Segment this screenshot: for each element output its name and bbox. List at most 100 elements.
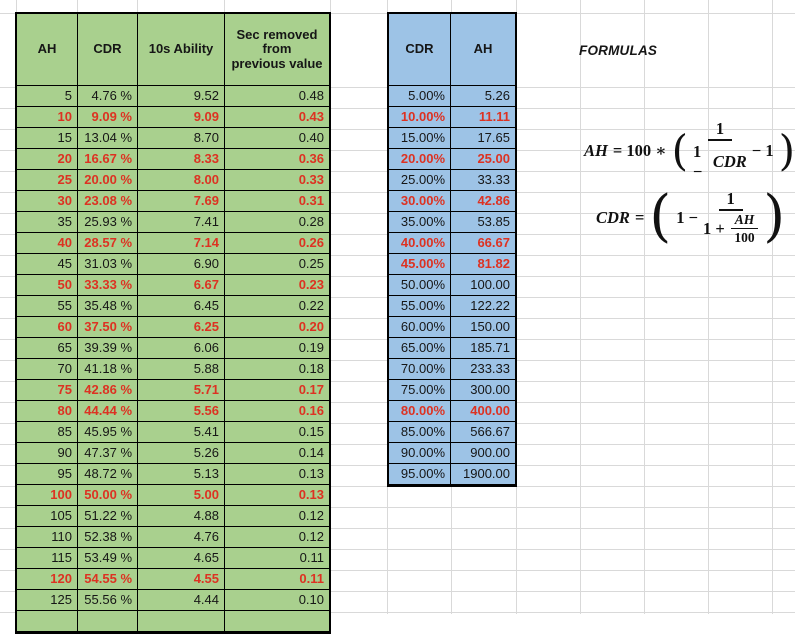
cell-ah[interactable]: 45 xyxy=(17,254,78,275)
cell-ah[interactable]: 233.33 xyxy=(451,359,515,380)
cell-cdr[interactable]: 52.38 % xyxy=(78,527,138,548)
cell-ability[interactable]: 4.65 xyxy=(138,548,225,569)
cell-ah[interactable]: 566.67 xyxy=(451,422,515,443)
cell-cdr[interactable]: 53.49 % xyxy=(78,548,138,569)
cell-ah[interactable]: 122.22 xyxy=(451,296,515,317)
cell-ability[interactable]: 5.41 xyxy=(138,422,225,443)
cell-ability[interactable]: 4.88 xyxy=(138,506,225,527)
cell-ah[interactable]: 75 xyxy=(17,380,78,401)
cell-sec-removed[interactable]: 0.40 xyxy=(225,128,329,149)
cell-ah[interactable]: 400.00 xyxy=(451,401,515,422)
cell-ability[interactable]: 4.55 xyxy=(138,569,225,590)
cell-cdr[interactable]: 35.00% xyxy=(389,212,451,233)
cell-ah[interactable]: 53.85 xyxy=(451,212,515,233)
cell-ah[interactable]: 150.00 xyxy=(451,317,515,338)
cell-cdr[interactable]: 40.00% xyxy=(389,233,451,254)
cell-empty[interactable] xyxy=(138,611,225,632)
cell-ah[interactable]: 185.71 xyxy=(451,338,515,359)
cell-ability[interactable]: 5.56 xyxy=(138,401,225,422)
cell-sec-removed[interactable]: 0.26 xyxy=(225,233,329,254)
cell-cdr[interactable]: 85.00% xyxy=(389,422,451,443)
cell-sec-removed[interactable]: 0.11 xyxy=(225,548,329,569)
cell-ah[interactable]: 15 xyxy=(17,128,78,149)
cell-ah[interactable]: 80 xyxy=(17,401,78,422)
cell-ability[interactable]: 4.76 xyxy=(138,527,225,548)
cell-ability[interactable]: 6.67 xyxy=(138,275,225,296)
cell-ability[interactable]: 8.33 xyxy=(138,149,225,170)
cell-empty[interactable] xyxy=(78,611,138,632)
header-cdr[interactable]: CDR xyxy=(78,14,138,86)
cell-ah[interactable]: 125 xyxy=(17,590,78,611)
cell-ability[interactable]: 7.69 xyxy=(138,191,225,212)
cell-sec-removed[interactable]: 0.22 xyxy=(225,296,329,317)
cell-sec-removed[interactable]: 0.10 xyxy=(225,590,329,611)
cell-ah[interactable]: 70 xyxy=(17,359,78,380)
cell-cdr[interactable]: 51.22 % xyxy=(78,506,138,527)
header-cdr[interactable]: CDR xyxy=(389,14,451,86)
cell-ability[interactable]: 9.09 xyxy=(138,107,225,128)
cell-cdr[interactable]: 31.03 % xyxy=(78,254,138,275)
cell-ah[interactable]: 10 xyxy=(17,107,78,128)
cell-ah[interactable]: 5 xyxy=(17,86,78,107)
cell-sec-removed[interactable]: 0.12 xyxy=(225,506,329,527)
cell-ah[interactable]: 1900.00 xyxy=(451,464,515,485)
cell-ah[interactable]: 85 xyxy=(17,422,78,443)
cell-cdr[interactable]: 23.08 % xyxy=(78,191,138,212)
cell-cdr[interactable]: 80.00% xyxy=(389,401,451,422)
header-ah[interactable]: AH xyxy=(451,14,515,86)
cell-sec-removed[interactable]: 0.13 xyxy=(225,464,329,485)
cell-empty[interactable] xyxy=(225,611,329,632)
cell-cdr[interactable]: 25.93 % xyxy=(78,212,138,233)
cell-cdr[interactable]: 25.00% xyxy=(389,170,451,191)
cell-cdr[interactable]: 28.57 % xyxy=(78,233,138,254)
cell-sec-removed[interactable]: 0.25 xyxy=(225,254,329,275)
cell-ah[interactable]: 20 xyxy=(17,149,78,170)
cell-sec-removed[interactable]: 0.16 xyxy=(225,401,329,422)
cell-ah[interactable]: 33.33 xyxy=(451,170,515,191)
cell-ability[interactable]: 5.26 xyxy=(138,443,225,464)
cell-ah[interactable]: 25.00 xyxy=(451,149,515,170)
cell-ah[interactable]: 900.00 xyxy=(451,443,515,464)
cell-ah[interactable]: 95 xyxy=(17,464,78,485)
cell-sec-removed[interactable]: 0.12 xyxy=(225,527,329,548)
cell-cdr[interactable]: 70.00% xyxy=(389,359,451,380)
cell-ability[interactable]: 8.00 xyxy=(138,170,225,191)
cell-cdr[interactable]: 54.55 % xyxy=(78,569,138,590)
cdr-formula[interactable]: CDR = ( 1 − 1 1 + AH 100 ) xyxy=(596,189,785,246)
cell-sec-removed[interactable]: 0.28 xyxy=(225,212,329,233)
cell-cdr[interactable]: 37.50 % xyxy=(78,317,138,338)
cell-sec-removed[interactable]: 0.48 xyxy=(225,86,329,107)
cell-cdr[interactable]: 50.00 % xyxy=(78,485,138,506)
cell-ability[interactable]: 6.06 xyxy=(138,338,225,359)
cell-cdr[interactable]: 45.95 % xyxy=(78,422,138,443)
cell-sec-removed[interactable]: 0.36 xyxy=(225,149,329,170)
cell-ah[interactable]: 17.65 xyxy=(451,128,515,149)
cell-ah[interactable]: 81.82 xyxy=(451,254,515,275)
cell-ah[interactable]: 300.00 xyxy=(451,380,515,401)
cell-cdr[interactable]: 95.00% xyxy=(389,464,451,485)
cell-ah[interactable]: 115 xyxy=(17,548,78,569)
cell-cdr[interactable]: 75.00% xyxy=(389,380,451,401)
cell-cdr[interactable]: 9.09 % xyxy=(78,107,138,128)
cell-cdr[interactable]: 45.00% xyxy=(389,254,451,275)
cell-ability[interactable]: 5.13 xyxy=(138,464,225,485)
cell-sec-removed[interactable]: 0.31 xyxy=(225,191,329,212)
cell-ah[interactable]: 110 xyxy=(17,527,78,548)
header-sec-removed[interactable]: Sec removed from previous value xyxy=(225,14,329,86)
cell-cdr[interactable]: 55.00% xyxy=(389,296,451,317)
cell-ability[interactable]: 7.41 xyxy=(138,212,225,233)
cell-cdr[interactable]: 35.48 % xyxy=(78,296,138,317)
cell-sec-removed[interactable]: 0.43 xyxy=(225,107,329,128)
cell-cdr[interactable]: 33.33 % xyxy=(78,275,138,296)
cell-cdr[interactable]: 20.00 % xyxy=(78,170,138,191)
cell-ah[interactable]: 50 xyxy=(17,275,78,296)
cell-sec-removed[interactable]: 0.17 xyxy=(225,380,329,401)
cell-cdr[interactable]: 20.00% xyxy=(389,149,451,170)
cell-ah[interactable]: 40 xyxy=(17,233,78,254)
cell-empty[interactable] xyxy=(17,611,78,632)
cell-ah[interactable]: 60 xyxy=(17,317,78,338)
cell-cdr[interactable]: 44.44 % xyxy=(78,401,138,422)
cell-cdr[interactable]: 5.00% xyxy=(389,86,451,107)
cell-cdr[interactable]: 41.18 % xyxy=(78,359,138,380)
cell-cdr[interactable]: 13.04 % xyxy=(78,128,138,149)
